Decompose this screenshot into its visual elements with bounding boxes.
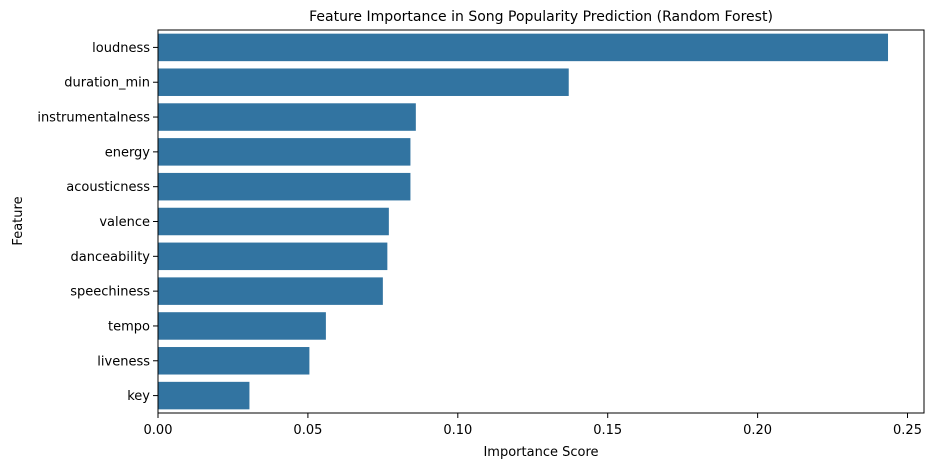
plot-frame	[157, 29, 925, 414]
bar-loudness	[158, 33, 889, 62]
bar-liveness	[158, 347, 310, 375]
y-tick-label: instrumentalness	[37, 111, 150, 126]
y-tick-label: acousticness	[66, 180, 150, 195]
y-tick-label: tempo	[108, 319, 150, 334]
bar-speechiness	[158, 277, 383, 305]
bar-instrumentalness	[158, 103, 416, 131]
bar-danceability	[158, 242, 388, 271]
x-ticks: 0.00 0.05 0.10 0.15 0.20 0.25	[144, 413, 922, 438]
y-tick-labels: loudness duration_min instrumentalness ener…	[37, 41, 158, 404]
x-tick-label: 0.20	[743, 423, 772, 438]
y-tick-label: loudness	[92, 41, 150, 56]
x-tick-label: 0.10	[443, 423, 472, 438]
x-tick-label: 0.00	[144, 423, 173, 438]
y-tick-label: energy	[105, 145, 151, 160]
bars-group	[158, 33, 889, 410]
x-tick-label: 0.05	[293, 423, 322, 438]
chart-title: Feature Importance in Song Popularity Pr…	[309, 9, 773, 25]
y-tick-label: liveness	[97, 354, 150, 369]
y-tick-label: speechiness	[70, 285, 150, 300]
bar-tempo	[158, 312, 326, 340]
x-tick-label: 0.25	[893, 423, 922, 438]
y-tick-label: danceability	[71, 250, 151, 265]
x-axis-label: Importance Score	[483, 445, 598, 460]
y-tick-label: key	[127, 389, 150, 404]
bar-valence	[158, 207, 389, 236]
bar-key	[158, 381, 250, 410]
x-tick-label: 0.15	[593, 423, 622, 438]
bar-duration_min	[158, 68, 569, 96]
bar-energy	[158, 138, 411, 166]
y-tick-label: duration_min	[64, 76, 150, 91]
y-tick-label: valence	[99, 215, 150, 230]
bar-acousticness	[158, 172, 411, 201]
y-axis-label: Feature	[11, 196, 26, 245]
